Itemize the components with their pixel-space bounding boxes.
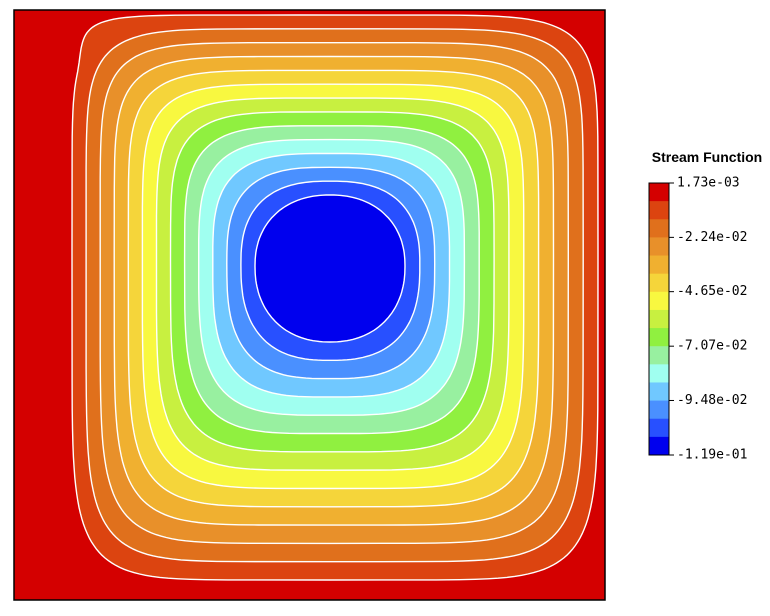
colorbar-frame: [648, 182, 670, 456]
colorbar-band: [649, 418, 669, 438]
contour-band: [254, 194, 406, 343]
colorbar-tick-label: -1.19e-01: [677, 448, 747, 463]
colorbar-band: [649, 237, 669, 257]
colorbar-tick-label: -4.65e-02: [677, 284, 747, 299]
colorbar-band: [649, 346, 669, 365]
colorbar-band: [649, 309, 669, 329]
colorbar-tick-label: -7.07e-02: [677, 339, 747, 354]
colorbar-title: Stream Function: [652, 149, 762, 165]
colorbar-band: [649, 436, 669, 456]
colorbar-band: [649, 273, 669, 293]
colorbar-band: [649, 255, 669, 275]
colorbar-band: [649, 219, 669, 238]
colorbar-tick-label: -2.24e-02: [677, 230, 747, 245]
colorbar-tick-label: 1.73e-03: [677, 176, 740, 191]
colorbar-band: [649, 328, 669, 347]
colorbar-band: [649, 183, 669, 202]
colorbar-band: [649, 201, 669, 220]
colorbar-band: [649, 400, 669, 420]
colorbar-band: [649, 382, 669, 402]
colorbar-band: [649, 364, 669, 383]
colorbar-tick-label: -9.48e-02: [677, 393, 747, 408]
colorbar-band: [649, 291, 669, 311]
